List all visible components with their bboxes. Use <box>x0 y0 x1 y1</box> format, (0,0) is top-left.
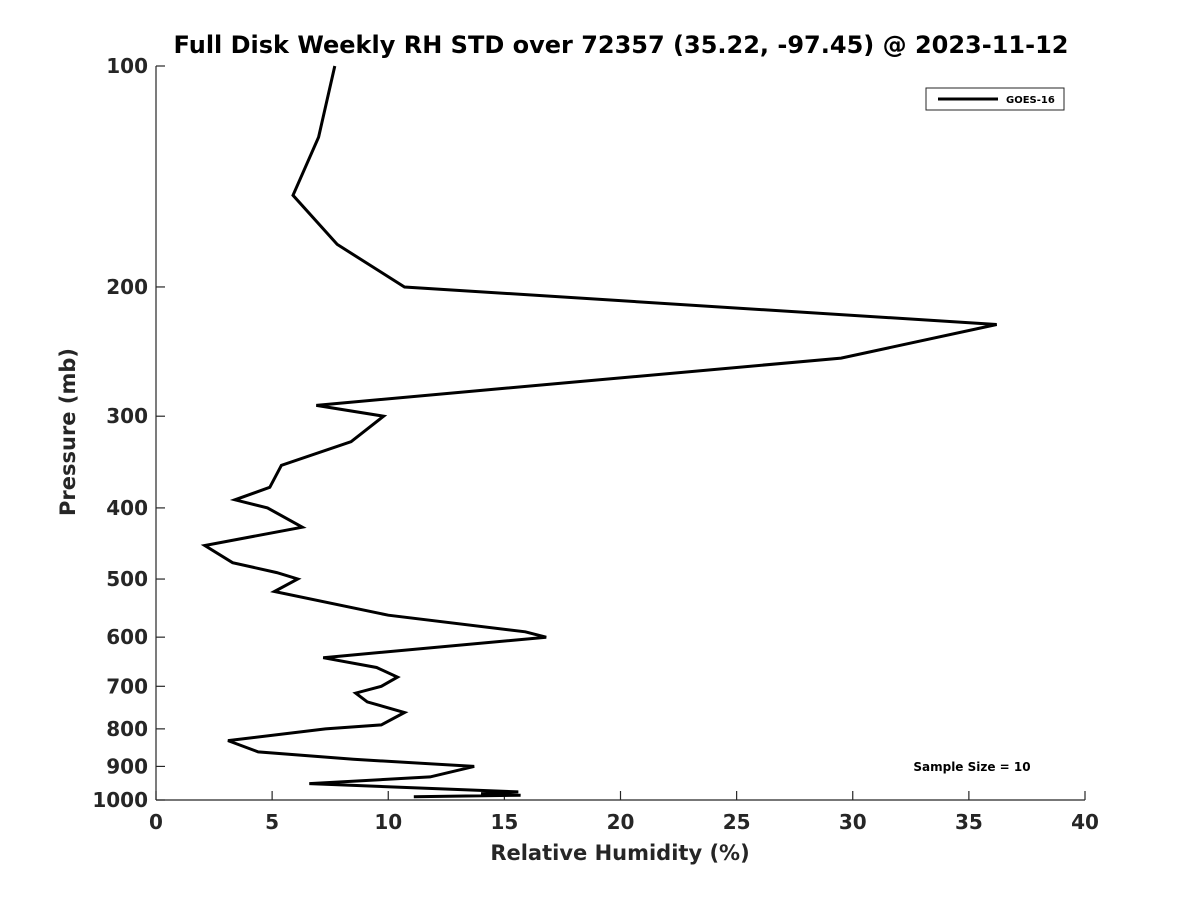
x-tick-label: 30 <box>839 810 867 834</box>
x-tick-label: 25 <box>723 810 751 834</box>
x-tick-label: 10 <box>374 810 402 834</box>
series-layer <box>200 65 998 799</box>
legend: GOES-16 <box>925 87 1065 111</box>
x-tick-label: 0 <box>149 810 163 834</box>
y-tick-label: 700 <box>106 674 148 698</box>
x-tick-label: 40 <box>1071 810 1099 834</box>
y-tick-label: 800 <box>106 717 148 741</box>
y-tick-label: 900 <box>106 754 148 778</box>
y-tick-label: 500 <box>106 567 148 591</box>
y-tick-label: 100 <box>106 54 148 78</box>
y-tick-label: 600 <box>106 625 148 649</box>
x-tick-label: 15 <box>490 810 518 834</box>
sample-size-annotation: Sample Size = 10 <box>913 760 1030 774</box>
chart-title: Full Disk Weekly RH STD over 72357 (35.2… <box>174 31 1069 59</box>
y-tick-label: 1000 <box>92 788 148 812</box>
x-tick-label: 20 <box>607 810 635 834</box>
y-tick-label: 400 <box>106 496 148 520</box>
legend-label-goes-16: GOES-16 <box>1006 95 1055 106</box>
x-tick-label: 5 <box>265 810 279 834</box>
y-tick-label: 300 <box>106 404 148 428</box>
y-axis-ticks: 100 200 300 400 500 600 700 800 900 1000 <box>92 54 165 812</box>
y-tick-label: 200 <box>106 275 148 299</box>
y-axis-label: Pressure (mb) <box>56 348 80 516</box>
x-axis-ticks: 0 5 10 15 20 25 30 35 40 <box>149 791 1099 834</box>
x-axis-label: Relative Humidity (%) <box>490 841 749 865</box>
x-tick-label: 35 <box>955 810 983 834</box>
series-line-goes-16 <box>200 65 998 799</box>
axes-box <box>155 66 1085 801</box>
